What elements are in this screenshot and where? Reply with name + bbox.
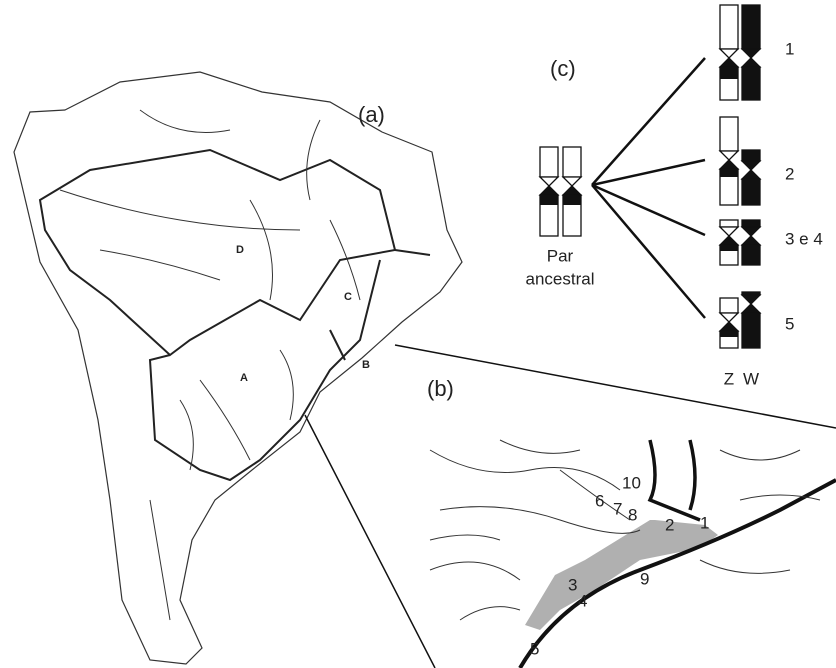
chromosome-part [742, 161, 760, 170]
variant-label: 1 [785, 39, 794, 58]
chromosome-part [720, 313, 738, 322]
main-river [650, 440, 700, 520]
figure: (a) D C A B (b) 10 6 7 8 2 1 3 4 9 5 (c)… [0, 0, 836, 668]
sex-label: Z [724, 369, 734, 388]
zoom-line [305, 415, 435, 668]
chromosome-part [742, 295, 760, 304]
chromosome-part [720, 227, 738, 236]
variant-label: 2 [785, 164, 794, 183]
chromosome-part [540, 186, 558, 195]
chromosome-part [742, 49, 760, 58]
region-label: D [236, 244, 244, 256]
chromosome-part [742, 150, 760, 161]
chromosome-part [720, 58, 738, 67]
chromosome-part [720, 5, 738, 49]
variant-label: 5 [785, 314, 794, 333]
heterochromatin [720, 169, 738, 177]
heterochromatin [720, 245, 738, 251]
panel-label: (a) [358, 102, 385, 127]
fan-lines [592, 58, 705, 318]
heterochromatin [720, 67, 738, 79]
chromosome-part [720, 236, 738, 245]
chromosome-part [742, 58, 760, 67]
chromosome-part [720, 220, 738, 227]
site-label: 1 [700, 513, 709, 532]
chromosome-part [742, 220, 760, 227]
region-label: B [362, 359, 370, 371]
variant-label: 3 e 4 [785, 229, 823, 248]
heterochromatin [540, 195, 558, 205]
chromosome-part [742, 304, 760, 313]
continent-outline [14, 72, 462, 664]
chromosome-part [742, 236, 760, 245]
site-label: 2 [665, 515, 674, 534]
heterochromatin [720, 331, 738, 337]
chromosome-part [720, 49, 738, 58]
chromosome-part [720, 117, 738, 151]
sex-label: W [743, 369, 759, 388]
zoom-line [395, 345, 836, 428]
heterochromatin [742, 67, 760, 100]
chromosome-part [563, 186, 581, 195]
heterochromatin [563, 195, 581, 205]
chromosome-part [540, 147, 558, 177]
site-label: 3 [568, 575, 577, 594]
heterochromatin [742, 313, 760, 348]
site-label: 5 [530, 639, 539, 658]
panel-label: (b) [427, 376, 454, 401]
site-label: 4 [578, 591, 587, 610]
chromosome-part [720, 160, 738, 169]
heterochromatin [742, 179, 760, 205]
site-label: 9 [640, 569, 649, 588]
site-label: 6 [595, 491, 604, 510]
chromosome-part [540, 177, 558, 186]
ancestral-label: ancestral [526, 269, 595, 288]
chromosome-part [720, 151, 738, 160]
chromosome-part [742, 170, 760, 179]
rivers [430, 440, 820, 620]
region-label: C [344, 291, 352, 303]
chromosome-part [742, 227, 760, 236]
site-label: 8 [628, 505, 637, 524]
distribution-area [525, 520, 718, 630]
heterochromatin [742, 245, 760, 265]
chromosome-part [563, 147, 581, 177]
panel-label: (c) [550, 56, 576, 81]
chromosome-part [563, 177, 581, 186]
chromosome-part [742, 5, 760, 49]
site-label: 10 [622, 473, 641, 492]
ancestral-label: Par [547, 246, 574, 265]
site-label: 7 [613, 499, 622, 518]
south-america-map [14, 72, 462, 664]
region-label: A [240, 372, 248, 384]
chromosome-part [720, 322, 738, 331]
chromosome-part [720, 298, 738, 313]
